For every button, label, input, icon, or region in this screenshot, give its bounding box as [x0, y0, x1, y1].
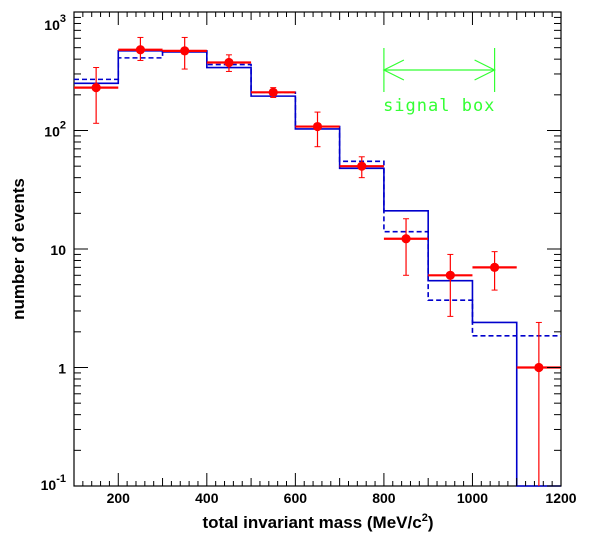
data-point	[401, 234, 411, 244]
x-axis-label-sup: 2	[422, 512, 428, 524]
histogram-dashed-line	[74, 50, 561, 337]
y-tick-label: 10-1	[41, 473, 66, 493]
x-axis-label-main: total invariant mass (MeV/c	[203, 513, 422, 532]
y-tick-label: 103	[44, 13, 66, 33]
plot-frame	[73, 11, 562, 487]
y-tick-label-exp: 3	[60, 13, 66, 25]
x-tick-label: 400	[195, 490, 219, 506]
x-tick-label: 200	[107, 490, 131, 506]
signal-box-label: signal box	[383, 96, 495, 116]
data-point	[534, 362, 544, 373]
data-layer	[74, 36, 561, 487]
y-tick-label-exp: -1	[56, 473, 66, 485]
data-point	[357, 161, 367, 171]
x-tick-label: 600	[284, 490, 308, 506]
y-tick-label: 1	[58, 361, 66, 377]
data-point	[91, 83, 101, 93]
x-tick-label: 800	[372, 490, 396, 506]
x-tick-label: 1000	[457, 490, 488, 506]
y-tick-label-base: 10	[41, 477, 57, 493]
y-axis-label: number of events	[9, 178, 28, 320]
annotation-layer: signal box	[382, 48, 496, 116]
y-tick-label: 10	[50, 242, 66, 258]
y-tick-label-base: 1	[58, 361, 66, 377]
data-point	[312, 121, 323, 132]
y-tick-label-base: 10	[50, 242, 66, 258]
x-axis-label-close: )	[428, 513, 434, 532]
y-tick-label: 102	[44, 120, 66, 140]
data-point	[135, 45, 146, 55]
y-tick-label-exp: 2	[60, 120, 66, 132]
signal-box-left-arrowhead	[382, 59, 405, 81]
x-axis-label: total invariant mass (MeV/c2)	[203, 512, 434, 532]
x-tick-label: 1200	[545, 490, 576, 506]
y-tick-label-base: 10	[44, 124, 60, 140]
data-point	[224, 57, 234, 68]
data-point	[489, 262, 500, 272]
y-tick-label-base: 10	[44, 17, 60, 33]
data-point	[445, 270, 455, 280]
data-point	[268, 87, 278, 97]
signal-box-right-arrowhead	[474, 59, 496, 81]
data-point	[180, 46, 190, 56]
